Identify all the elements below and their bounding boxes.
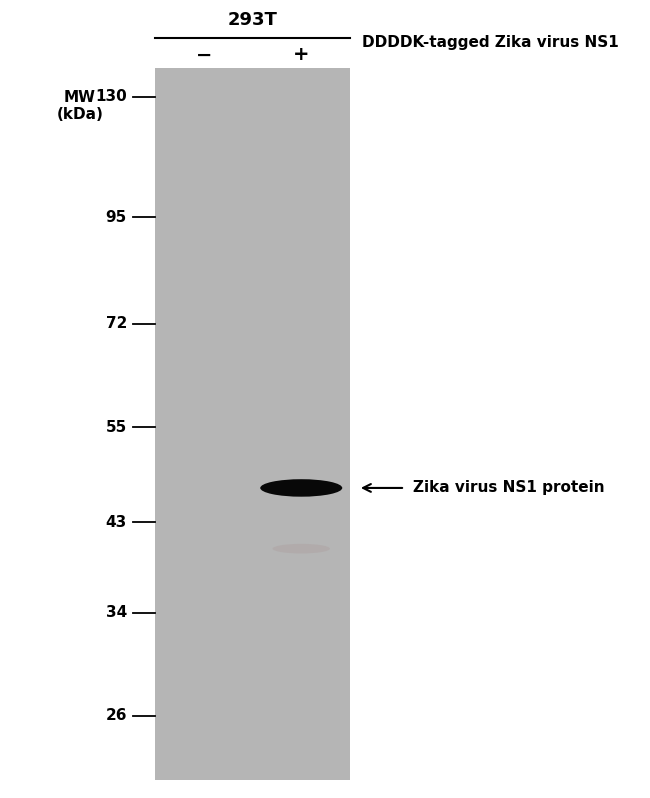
Text: 72: 72: [105, 316, 127, 331]
Text: Zika virus NS1 protein: Zika virus NS1 protein: [413, 480, 604, 496]
Text: −: −: [196, 45, 212, 65]
Text: 55: 55: [106, 420, 127, 435]
Text: MW
(kDa): MW (kDa): [57, 90, 103, 122]
Text: 34: 34: [106, 605, 127, 620]
Text: DDDDK-tagged Zika virus NS1: DDDDK-tagged Zika virus NS1: [362, 34, 619, 49]
Text: 95: 95: [106, 210, 127, 225]
Ellipse shape: [260, 479, 343, 496]
Text: 130: 130: [96, 89, 127, 104]
Text: 26: 26: [105, 709, 127, 723]
Bar: [155, 68, 350, 780]
Ellipse shape: [272, 544, 330, 554]
Text: 293T: 293T: [227, 11, 278, 29]
Text: +: +: [293, 45, 309, 65]
Text: 43: 43: [106, 515, 127, 530]
